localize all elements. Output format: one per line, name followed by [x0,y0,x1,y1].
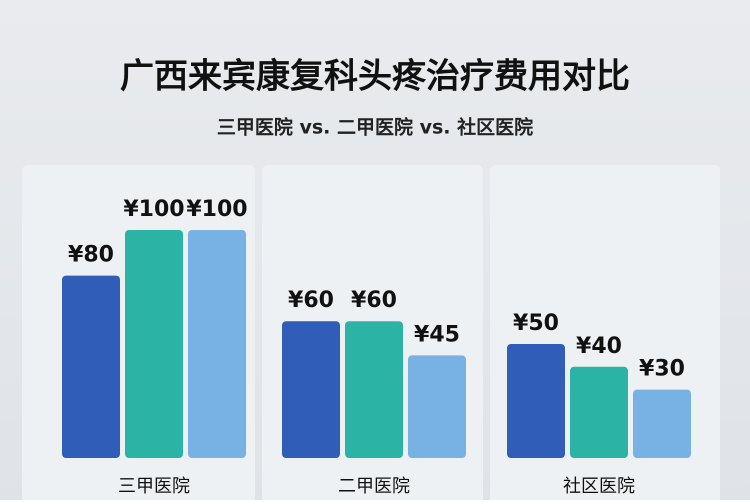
x-tick-label: 社区医院 [563,476,635,497]
value-label: ¥30 [639,357,685,382]
bar [570,366,628,458]
bar [507,344,565,458]
value-label: ¥100 [186,197,247,222]
value-label: ¥40 [576,334,622,359]
bar [125,230,183,458]
value-label: ¥60 [288,288,334,313]
value-label: ¥60 [351,288,397,313]
value-label: ¥80 [68,243,114,268]
chart-subtitle: 三甲医院 vs. 二甲医院 vs. 社区医院 [217,116,533,139]
x-tick-label: 二甲医院 [338,476,410,497]
value-label: ¥45 [414,322,460,347]
bar [408,355,466,458]
bar [282,321,340,458]
bar [188,230,246,458]
value-label: ¥50 [513,311,559,336]
bar [345,321,403,458]
bar [633,389,691,458]
x-tick-label: 三甲医院 [118,476,190,497]
chart-title: 广西来宾康复科头疼治疗费用对比 [120,57,630,97]
bar [62,275,120,458]
value-label: ¥100 [123,197,184,222]
